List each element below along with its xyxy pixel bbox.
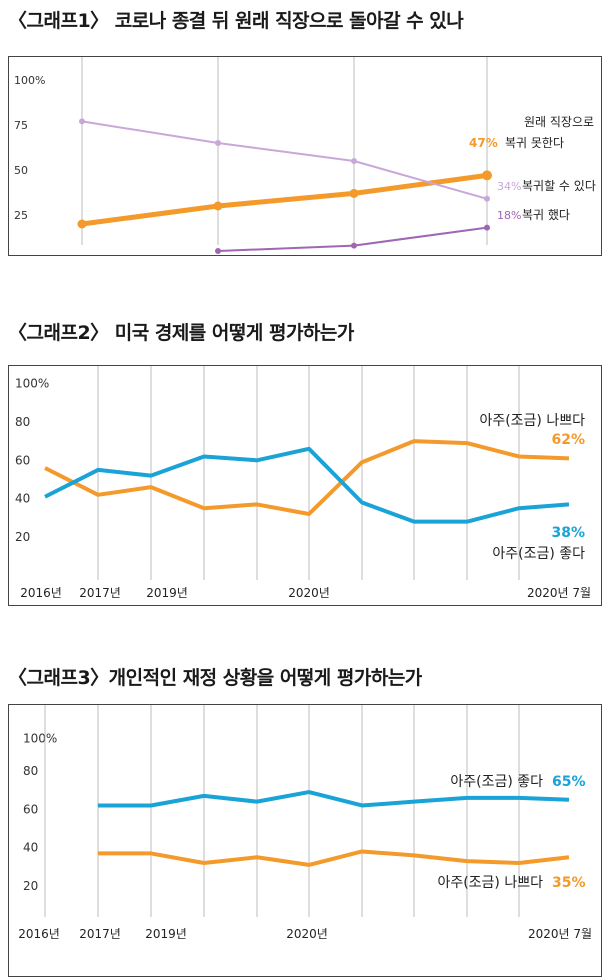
x-tick-label: 2017년	[79, 586, 121, 600]
series-line-1	[98, 790, 570, 808]
y-tick-label: 60	[15, 453, 30, 467]
chart-2-panel: 100% 80 60 40 20 2016년 2017년 2019년 2020년 2020년 7월…	[8, 365, 602, 606]
x-tick-label: 2020년 7월	[527, 586, 591, 600]
chart-2-svg: 100% 80 60 40 20 2016년 2017년 2019년 2020년 2020년 7월…	[15, 366, 591, 600]
chart-1-title: 〈그래프1〉 코로나 종결 뒤 원래 직장으로 돌아갈 수 있나	[8, 10, 464, 32]
y-tick-label: 25	[14, 209, 28, 222]
y-tick-label: 80	[23, 764, 38, 778]
data-point	[351, 242, 357, 249]
series-label-1-pct: 47%	[469, 136, 498, 150]
series-label-2-text: 복귀할 수 있다	[522, 179, 596, 193]
series-label-1-text: 아주(조금) 나쁘다	[479, 413, 585, 429]
chart-3-panel: 100% 80 60 40 20 2016년 2017년 2019년 2020년 2020년 7월…	[8, 704, 602, 977]
data-point	[215, 140, 221, 146]
series-label-1-pct: 65%	[552, 774, 586, 790]
series-label-1-line2: 복귀 못한다	[505, 136, 564, 150]
y-tick-label: 80	[15, 415, 30, 429]
x-tick-label: 2019년	[145, 927, 187, 941]
series-label-3-text: 복귀 했다	[522, 208, 570, 222]
y-tick-label: 100%	[23, 732, 57, 746]
series-line-1	[44, 439, 570, 516]
series-label-2-pct: 34%	[497, 180, 521, 193]
x-tick-label: 2020년 7월	[528, 927, 592, 941]
x-tick-label: 2016년	[20, 586, 62, 600]
x-tick-label: 2020년	[288, 586, 330, 600]
y-tick-label: 100%	[15, 377, 49, 391]
x-tick-label: 2016년	[18, 927, 60, 941]
chart-3-title: 〈그래프3〉개인적인 재정 상황을 어떻게 평가하는가	[8, 667, 422, 689]
series-label-1-text: 아주(조금) 좋다	[450, 774, 543, 790]
y-tick-label: 20	[23, 879, 38, 893]
x-tick-label: 2019년	[146, 586, 188, 600]
series-label-3-pct: 18%	[497, 209, 521, 222]
series-label-2-text: 아주(조금) 좋다	[492, 546, 585, 562]
y-tick-label: 20	[15, 530, 30, 544]
y-tick-label: 60	[23, 802, 38, 816]
x-tick-label: 2017년	[79, 927, 121, 941]
data-point	[215, 248, 221, 254]
chart-2-title: 〈그래프2〉 미국 경제를 어떻게 평가하는가	[8, 322, 354, 344]
series-line-1	[81, 172, 488, 227]
data-point	[349, 188, 359, 198]
y-tick-label: 40	[15, 492, 30, 506]
y-tick-label: 50	[14, 164, 28, 177]
series-label-2-pct: 38%	[551, 525, 585, 541]
y-tick-label: 75	[14, 119, 28, 132]
series-label-2-pct: 35%	[552, 875, 586, 891]
series-line-2	[44, 446, 570, 524]
data-point	[482, 170, 492, 181]
data-point	[484, 224, 490, 231]
series-line-2	[81, 120, 488, 200]
series-line-2	[98, 849, 570, 867]
data-point	[79, 118, 85, 125]
x-tick-label: 2020년	[286, 927, 328, 941]
series-label-1-pct: 62%	[551, 432, 585, 448]
data-point	[77, 219, 87, 229]
series-label-2-text: 아주(조금) 나쁘다	[437, 875, 543, 891]
y-tick-label: 40	[23, 841, 38, 855]
data-point	[213, 201, 223, 211]
data-point	[351, 158, 357, 164]
chart-3-svg: 100% 80 60 40 20 2016년 2017년 2019년 2020년 2020년 7월…	[18, 705, 592, 941]
y-tick-label: 100%	[14, 74, 45, 87]
series-label-1-line1: 원래 직장으로	[524, 115, 594, 129]
data-point	[484, 195, 490, 202]
